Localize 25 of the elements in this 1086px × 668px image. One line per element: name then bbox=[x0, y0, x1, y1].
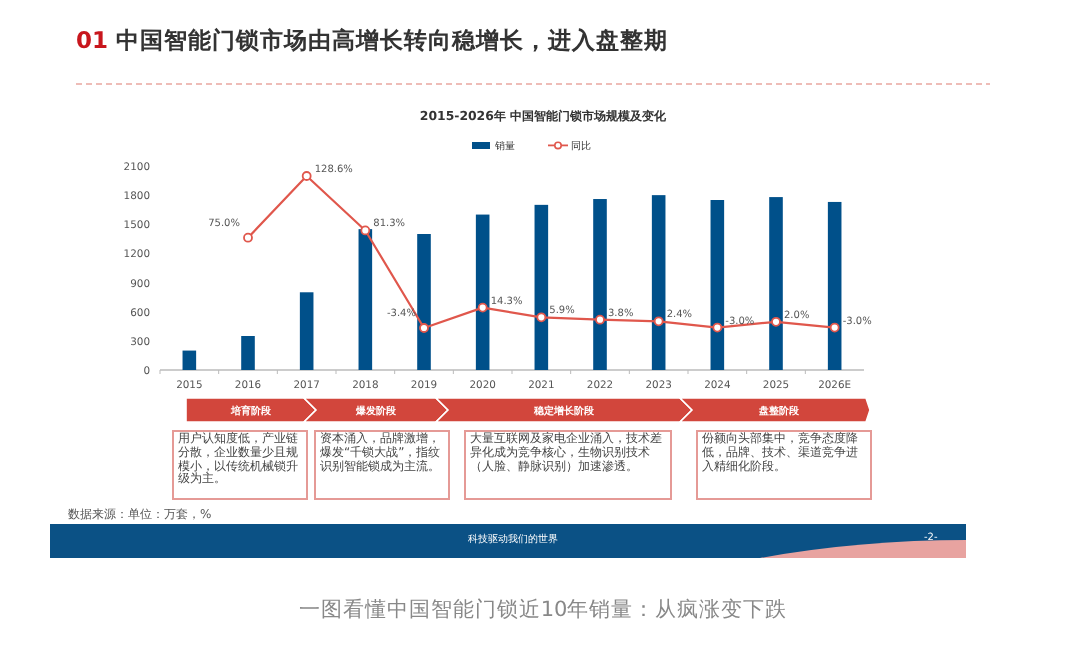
bar bbox=[299, 292, 314, 370]
bar bbox=[827, 201, 842, 370]
point bbox=[477, 302, 488, 313]
bar bbox=[358, 229, 373, 370]
bar bbox=[710, 200, 725, 370]
text: 一图看懂中国智能门锁近10年销量：从疯涨变下跌 bbox=[296, 596, 790, 624]
bar bbox=[241, 336, 255, 370]
point bbox=[829, 322, 840, 333]
point bbox=[712, 322, 723, 333]
point bbox=[243, 232, 253, 243]
bar bbox=[769, 197, 783, 370]
point bbox=[301, 171, 312, 181]
bar bbox=[534, 204, 549, 370]
bar bbox=[417, 234, 431, 370]
bar bbox=[475, 214, 490, 370]
text: 01 中国智能门锁市场由高增长转向稳增长，进入盘整期 bbox=[76, 26, 669, 56]
point bbox=[419, 323, 429, 333]
point bbox=[360, 225, 371, 236]
point bbox=[536, 312, 547, 323]
point bbox=[771, 316, 781, 327]
point bbox=[595, 314, 605, 325]
bar bbox=[593, 199, 607, 370]
bar bbox=[182, 350, 197, 370]
point bbox=[653, 316, 664, 327]
bar bbox=[651, 195, 666, 370]
